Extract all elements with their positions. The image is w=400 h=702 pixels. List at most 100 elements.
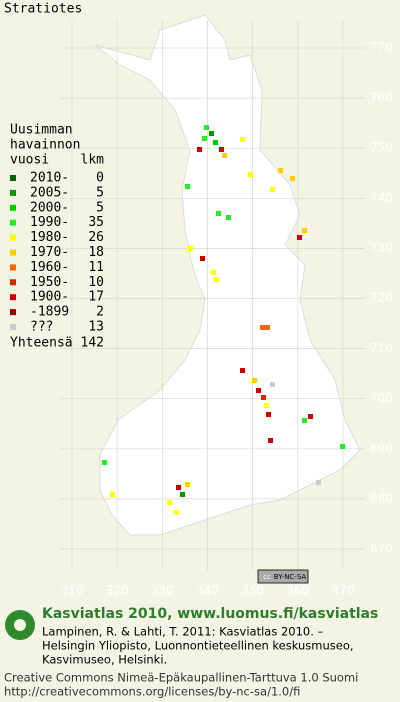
- legend-swatch: [10, 204, 16, 211]
- record-dot: [197, 147, 202, 152]
- record-dot: [200, 256, 205, 261]
- badge-icon: cc: [263, 573, 271, 581]
- record-dot: [240, 368, 245, 373]
- legend-header: Uusimman: [10, 123, 73, 138]
- y-tick-label: 690: [370, 441, 393, 455]
- legend-label: 2000-: [30, 200, 69, 215]
- logo-inner: [14, 619, 26, 631]
- legend-count: 2: [96, 305, 104, 320]
- record-dot: [102, 460, 107, 465]
- legend-count: 17: [88, 290, 104, 305]
- x-tick-label: 310: [61, 584, 84, 598]
- y-tick-label: 750: [370, 141, 393, 155]
- legend-swatch: [10, 279, 16, 286]
- legend-label: 2010-: [30, 171, 69, 186]
- legend-label: 1990-: [30, 215, 69, 230]
- record-dot: [174, 510, 179, 515]
- y-tick-label: 710: [370, 341, 393, 355]
- record-dot: [278, 168, 283, 173]
- finland-outline: [94, 14, 361, 536]
- logo: [5, 610, 35, 640]
- record-dot: [256, 388, 261, 393]
- legend-label: 1970-: [30, 245, 69, 260]
- record-dot: [204, 125, 209, 130]
- record-dot: [302, 418, 307, 423]
- record-dot: [340, 444, 345, 449]
- legend-count: 26: [88, 230, 104, 245]
- legend-label: 1960-: [30, 260, 69, 275]
- record-dot: [185, 482, 190, 487]
- y-tick-label: 670: [370, 542, 393, 556]
- citation-line: Kasvimuseo, Helsinki.: [42, 653, 167, 667]
- y-tick-label: 730: [370, 241, 393, 255]
- map-title: Stratiotes: [4, 2, 82, 17]
- legend-swatch: [10, 189, 16, 196]
- license-line: Creative Commons Nimeä-Epäkaupallinen-Ta…: [4, 671, 358, 685]
- legend-label: 2005-: [30, 185, 69, 200]
- legend-label: 1980-: [30, 230, 69, 245]
- record-dot: [213, 140, 218, 145]
- citation-line: Helsingin Yliopisto, Luonnontieteellinen…: [42, 639, 354, 653]
- legend-swatch: [10, 249, 16, 256]
- record-dot: [180, 492, 185, 497]
- y-tick-label: 760: [370, 91, 393, 105]
- record-dot: [202, 136, 207, 141]
- record-dot: [260, 325, 265, 330]
- record-dot: [209, 131, 214, 136]
- legend-label: 1950-: [30, 275, 69, 290]
- grid: [60, 20, 365, 570]
- x-tick-label: 370: [332, 584, 355, 598]
- record-dot: [185, 184, 190, 189]
- legend-total: 142: [81, 336, 104, 351]
- legend-swatch: [10, 219, 16, 226]
- legend-swatch: [10, 294, 16, 301]
- record-dot: [302, 228, 307, 233]
- y-tick-label: 700: [370, 391, 393, 405]
- record-dot: [316, 480, 321, 485]
- legend-count: 5: [96, 185, 104, 200]
- license-line: http://creativecommons.org/licenses/by-n…: [4, 685, 300, 699]
- legend-count: 18: [88, 245, 104, 260]
- legend-label: ???: [30, 320, 53, 335]
- x-tick-label: 330: [151, 584, 174, 598]
- legend-label: -1899: [30, 305, 69, 320]
- record-dot: [240, 137, 245, 142]
- legend-count: 35: [88, 215, 104, 230]
- record-dot: [252, 378, 257, 383]
- legend-count: 13: [88, 320, 104, 335]
- record-dots: [102, 125, 345, 515]
- record-dot: [270, 187, 275, 192]
- legend: Uusimman havainnon vuosi lkm Yhteensä 14…: [10, 123, 104, 351]
- record-dot: [290, 176, 295, 181]
- record-dot: [264, 403, 269, 408]
- legend-count: 0: [96, 171, 104, 186]
- record-dot: [214, 277, 219, 282]
- record-dot: [167, 500, 172, 505]
- legend-count-heading: lkm: [81, 153, 105, 168]
- legend-year-heading: vuosi: [10, 153, 49, 168]
- license-badge: cc BY-NC-SA: [257, 569, 309, 584]
- record-dot: [110, 492, 115, 497]
- citation-line: Lampinen, R. & Lahti, T. 2011: Kasviatla…: [42, 625, 324, 639]
- legend-count: 11: [88, 260, 104, 275]
- record-dot: [219, 147, 224, 152]
- legend-header: havainnon: [10, 138, 80, 153]
- record-dot: [265, 325, 270, 330]
- record-dot: [248, 172, 253, 177]
- legend-swatch: [10, 234, 16, 241]
- record-dot: [216, 211, 221, 216]
- legend-swatch: [10, 324, 16, 330]
- legend-count: 5: [96, 200, 104, 215]
- legend-swatch: [10, 175, 16, 181]
- legend-label: 1900-: [30, 290, 69, 305]
- x-tick-label: 360: [286, 584, 309, 598]
- record-dot: [226, 215, 231, 220]
- record-dot: [270, 382, 275, 387]
- x-tick-label: 320: [106, 584, 129, 598]
- legend-total-label: Yhteensä: [10, 336, 73, 351]
- record-dot: [188, 246, 193, 251]
- record-dot: [308, 414, 313, 419]
- legend-swatch: [10, 309, 16, 316]
